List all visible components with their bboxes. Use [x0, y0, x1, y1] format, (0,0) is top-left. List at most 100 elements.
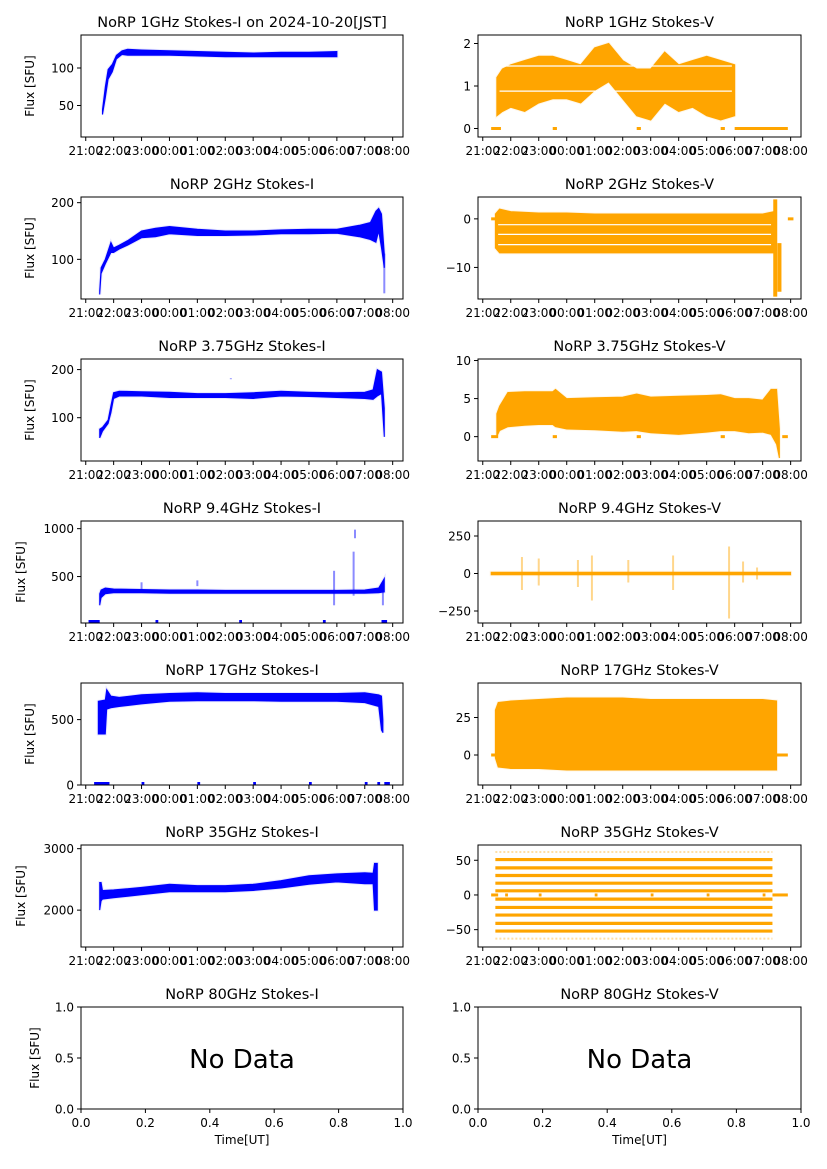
x-tick-label: 02:00: [208, 792, 243, 806]
x-tick-label: 02:00: [208, 468, 243, 482]
x-tick-label: 23:00: [521, 144, 556, 158]
y-tick-label: 200: [51, 363, 74, 377]
x-tick-label: 23:00: [124, 954, 159, 968]
x-tick-label: 08:00: [375, 954, 410, 968]
x-tick-label: 03:00: [633, 144, 668, 158]
x-tick-label: 0.8: [329, 1116, 348, 1130]
x-tick-label: 22:00: [96, 954, 131, 968]
x-tick-label: 23:00: [521, 792, 556, 806]
x-tick-label: 06:00: [320, 630, 355, 644]
data-band: [99, 576, 385, 606]
y-tick-label: 1.0: [55, 1001, 74, 1015]
x-tick-label: 03:00: [236, 144, 271, 158]
plot-area: [491, 41, 788, 130]
plot-area: [101, 47, 339, 115]
data-band: [99, 207, 385, 295]
y-tick-label: 1000: [43, 522, 74, 536]
x-tick-label: 21:00: [68, 468, 103, 482]
y-tick-label: 250: [448, 530, 471, 544]
x-tick-label: 00:00: [152, 792, 187, 806]
x-tick-label: 06:00: [717, 144, 752, 158]
x-tick-label: 08:00: [375, 144, 410, 158]
data-band: [494, 208, 775, 254]
y-tick-label: −50: [446, 923, 471, 937]
x-tick-label: 00:00: [152, 144, 187, 158]
x-tick-label: 0.8: [727, 1116, 746, 1130]
y-tick-label: 0.0: [452, 1103, 471, 1117]
y-tick-label: 100: [51, 253, 74, 267]
x-tick-label: 02:00: [605, 468, 640, 482]
panel-title: NoRP 2GHz Stokes-V: [565, 177, 714, 193]
x-tick-label: 23:00: [124, 630, 159, 644]
x-tick-label: 06:00: [717, 792, 752, 806]
axes-frame: [477, 682, 802, 786]
y-tick-label: 500: [51, 713, 74, 727]
x-tick-label: 01:00: [577, 792, 612, 806]
x-tick-label: 1.0: [791, 1116, 810, 1130]
x-tick-label: 05:00: [689, 792, 724, 806]
axes-frame: [80, 844, 404, 948]
y-tick-label: 2: [463, 37, 471, 51]
x-tick-label: 02:00: [208, 144, 243, 158]
x-tick-label: 08:00: [773, 954, 808, 968]
panel-title: NoRP 9.4GHz Stokes-V: [558, 501, 721, 517]
x-tick-label: 21:00: [465, 306, 500, 320]
x-tick-label: 22:00: [96, 306, 131, 320]
axes-frame: [477, 358, 802, 462]
x-tick-label: 07:00: [745, 468, 780, 482]
y-tick-label: 3000: [43, 842, 74, 856]
x-tick-label: 0.6: [265, 1116, 284, 1130]
y-axis-label: Flux [SFU]: [23, 703, 37, 764]
panel-35GHz-V: NoRP 35GHz Stokes-V −50 0 50 21:0022:0023:00…: [446, 825, 808, 968]
y-tick-label: 1.0: [452, 1001, 471, 1015]
panel-title: NoRP 1GHz Stokes-I on 2024-10-20[JST]: [97, 15, 387, 31]
x-tick-label: 05:00: [292, 792, 327, 806]
x-tick-label: 07:00: [745, 306, 780, 320]
x-tick-label: 03:00: [236, 630, 271, 644]
panel-title: NoRP 80GHz Stokes-V: [560, 987, 718, 1003]
x-tick-label: 21:00: [68, 954, 103, 968]
y-tick-label: 0: [463, 749, 471, 763]
x-tick-label: 04:00: [661, 468, 696, 482]
x-tick-label: 22:00: [493, 954, 528, 968]
panel-title: NoRP 35GHz Stokes-I: [165, 825, 319, 841]
x-tick-label: 21:00: [465, 792, 500, 806]
panel-title: NoRP 2GHz Stokes-I: [170, 177, 314, 193]
x-tick-label: 23:00: [521, 468, 556, 482]
y-axis-label: Flux [SFU]: [14, 541, 28, 602]
axes-frame: [477, 844, 802, 948]
data-band: [97, 688, 384, 735]
x-tick-label: 01:00: [180, 468, 215, 482]
x-tick-label: 0.4: [598, 1116, 617, 1130]
axes-frame: [80, 520, 404, 624]
x-tick-label: 00:00: [152, 630, 187, 644]
x-tick-label: 02:00: [605, 306, 640, 320]
x-tick-label: 05:00: [292, 306, 327, 320]
y-tick-label: 25: [456, 711, 471, 725]
y-tick-label: 50: [456, 854, 471, 868]
x-tick-label: 01:00: [180, 630, 215, 644]
x-tick-label: 22:00: [96, 792, 131, 806]
data-band: [99, 862, 378, 911]
x-tick-label: 06:00: [320, 468, 355, 482]
panel-title: NoRP 80GHz Stokes-I: [165, 987, 319, 1003]
x-tick-label: 06:00: [320, 144, 355, 158]
x-tick-label: 21:00: [68, 306, 103, 320]
x-tick-label: 01:00: [180, 792, 215, 806]
x-tick-label: 04:00: [264, 144, 299, 158]
x-tick-label: 08:00: [773, 468, 808, 482]
x-tick-label: 21:00: [68, 792, 103, 806]
x-tick-label: 01:00: [180, 306, 215, 320]
x-tick-label: 00:00: [549, 144, 584, 158]
x-tick-label: 04:00: [661, 630, 696, 644]
x-tick-label: 01:00: [577, 306, 612, 320]
x-tick-label: 0.4: [200, 1116, 219, 1130]
x-tick-label: 02:00: [208, 306, 243, 320]
data-halo: [101, 47, 339, 115]
x-tick-label: 07:00: [745, 630, 780, 644]
x-tick-label: 23:00: [521, 630, 556, 644]
x-tick-label: 00:00: [152, 306, 187, 320]
x-tick-label: 03:00: [633, 954, 668, 968]
